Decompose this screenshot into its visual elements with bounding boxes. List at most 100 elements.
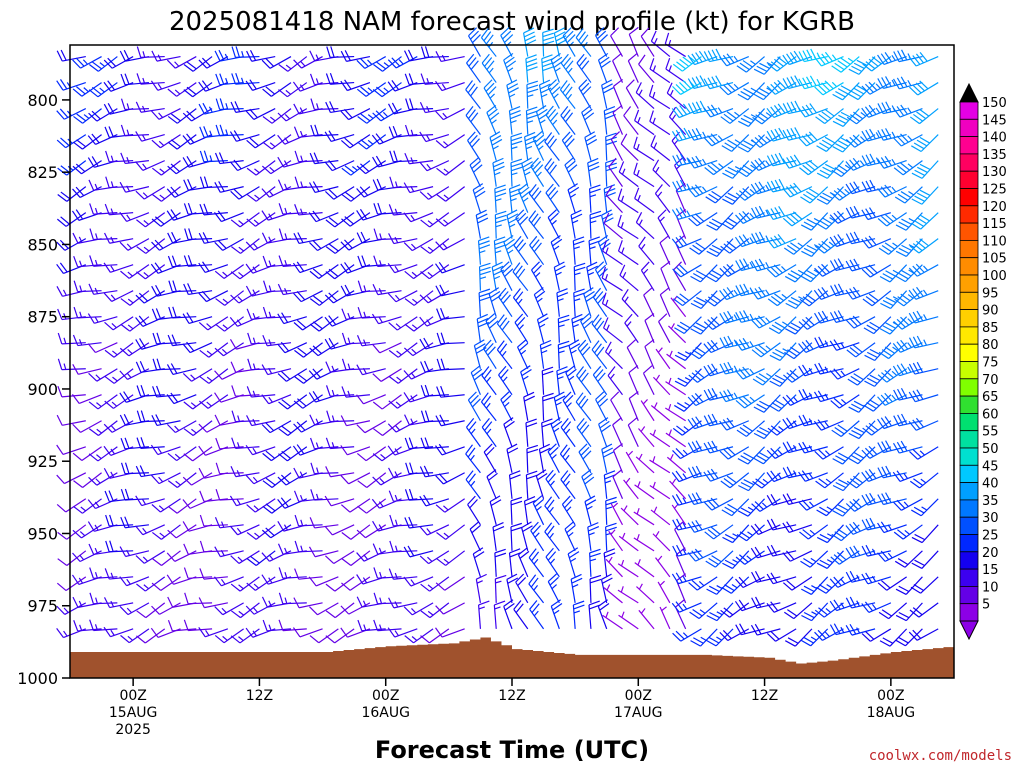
wind-barb <box>120 316 150 332</box>
wind-barb <box>308 181 339 194</box>
wind-barb <box>245 238 276 251</box>
wind-barb <box>152 550 181 566</box>
wind-barb <box>560 106 576 135</box>
wind-barb <box>435 627 465 638</box>
wind-barb <box>910 134 939 153</box>
wind-barb <box>799 524 829 540</box>
wind-barb <box>612 78 624 109</box>
wind-barb <box>719 310 749 324</box>
wind-barb <box>309 628 339 644</box>
wind-barb <box>372 108 402 122</box>
wind-barb <box>586 261 599 291</box>
wind-barb <box>340 50 371 62</box>
wind-barb <box>750 523 781 536</box>
colorbar-label: 75 <box>982 356 999 371</box>
wind-barb <box>87 342 118 354</box>
wind-barb <box>798 388 828 401</box>
wind-barb <box>214 546 244 558</box>
wind-barb <box>634 109 655 136</box>
wind-barb <box>722 524 750 544</box>
wind-barb <box>324 524 355 536</box>
wind-barb <box>671 103 702 119</box>
wind-barb <box>734 234 765 248</box>
wind-barb <box>246 576 276 591</box>
wind-barb <box>356 394 386 405</box>
wind-barb <box>466 53 481 83</box>
colorbar-swatch <box>959 136 979 155</box>
wind-barb <box>119 211 150 222</box>
wind-barb <box>892 104 923 118</box>
x-tick-label: 12Z <box>246 688 273 704</box>
wind-barb <box>690 628 718 647</box>
wind-barb <box>688 576 718 591</box>
wind-barb <box>480 392 497 422</box>
wind-barb <box>525 470 538 499</box>
wind-barb <box>136 410 165 423</box>
wind-barb <box>672 628 702 642</box>
wind-barb <box>103 420 134 433</box>
wind-barb <box>473 339 487 369</box>
wind-barb <box>404 316 434 332</box>
colorbar-bottom-arrow <box>959 620 979 641</box>
wind-barb <box>559 444 576 474</box>
wind-barb <box>737 446 766 465</box>
wind-barb <box>719 417 750 431</box>
wind-barb <box>372 82 402 98</box>
wind-barb <box>496 314 513 344</box>
wind-barb <box>435 602 465 615</box>
wind-barb <box>911 524 939 544</box>
wind-barb <box>150 444 181 456</box>
wind-barb <box>230 290 260 304</box>
wind-barb <box>199 176 228 189</box>
wind-barb <box>784 602 813 620</box>
wind-barb <box>687 50 718 66</box>
wind-barb <box>246 134 276 149</box>
wind-barb <box>517 547 530 578</box>
colorbar-label: 110 <box>982 234 1007 249</box>
colorbar-label: 85 <box>982 321 999 336</box>
wind-barb <box>705 550 734 568</box>
wind-barb <box>523 27 537 57</box>
wind-barb <box>388 233 418 245</box>
wind-barb <box>557 340 570 369</box>
wind-barb <box>798 441 828 454</box>
wind-barb <box>199 342 229 358</box>
wind-barb <box>214 576 244 587</box>
wind-barb <box>672 153 702 167</box>
wind-barb <box>814 628 844 641</box>
wind-barb <box>89 592 118 605</box>
wind-barb <box>292 261 323 274</box>
wind-barb <box>293 316 323 331</box>
x-tick-label: 17AUG <box>614 705 663 721</box>
colorbar-label: 90 <box>982 304 999 319</box>
y-tick-label: 800 <box>27 91 58 110</box>
wind-barb <box>624 313 639 344</box>
wind-barb <box>799 160 829 176</box>
wind-barb <box>605 185 623 214</box>
wind-barb <box>573 262 586 291</box>
wind-barb <box>198 261 229 274</box>
wind-barb <box>766 127 797 142</box>
colorbar-swatch <box>959 499 979 518</box>
wind-barb <box>530 157 545 187</box>
wind-barb <box>136 385 165 397</box>
wind-barb <box>618 611 639 630</box>
wind-barb <box>120 152 149 165</box>
wind-barb <box>419 101 449 114</box>
wind-barb <box>704 160 734 176</box>
wind-barb <box>877 52 907 65</box>
wind-barb <box>277 108 308 122</box>
wind-barb <box>525 54 538 83</box>
wind-barb <box>705 186 734 204</box>
y-tick-label: 975 <box>27 597 58 616</box>
wind-barb <box>877 155 907 169</box>
wind-barb <box>324 130 355 143</box>
wind-barb <box>57 332 86 345</box>
y-tick-label: 825 <box>27 163 58 182</box>
wind-barb <box>229 316 260 327</box>
colorbar-label: 40 <box>982 477 999 492</box>
wind-barb <box>665 429 686 448</box>
wind-barb <box>465 106 481 135</box>
wind-barb <box>246 49 276 62</box>
wind-barb <box>687 416 718 430</box>
